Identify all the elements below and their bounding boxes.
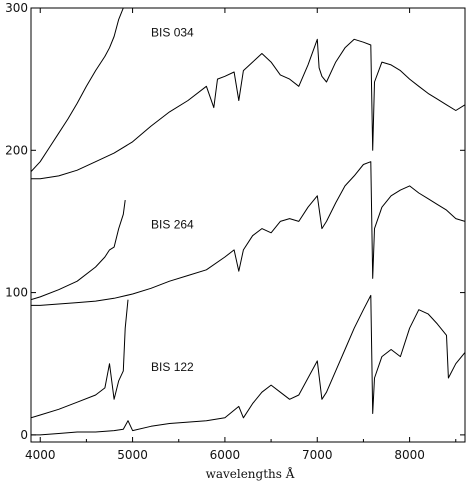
axis-ticks (31, 7, 465, 442)
spectrum-line-5 (31, 299, 129, 419)
x-tick-label: 6000 (210, 448, 241, 462)
spectrum-line-1 (31, 8, 124, 172)
x-tick-label: 8000 (394, 448, 425, 462)
y-tick-labels: 0 100 200 300 (5, 1, 28, 442)
x-tick-labels: 4000 5000 6000 7000 8000 (25, 448, 425, 462)
x-tick-label: 5000 (117, 448, 148, 462)
spectrum-line-3 (31, 200, 126, 301)
x-tick-label: 7000 (302, 448, 333, 462)
spectrum-line-4 (31, 161, 465, 306)
spectra-group (31, 8, 465, 436)
y-tick-label: 200 (5, 143, 28, 157)
series-label: BIS 034 (151, 25, 194, 39)
series-labels: BIS 034 BIS 264 BIS 122 (151, 25, 194, 373)
x-axis-label: wavelengths Å (206, 466, 295, 481)
plot-frame (30, 7, 466, 443)
spectrum-line-6 (31, 294, 465, 436)
spectrum-line-2 (31, 38, 465, 180)
y-tick-label: 100 (5, 286, 28, 300)
y-tick-label: 300 (5, 1, 28, 15)
series-label: BIS 122 (151, 360, 194, 374)
y-tick-label: 0 (20, 428, 28, 442)
x-tick-label: 4000 (25, 448, 56, 462)
series-label: BIS 264 (151, 218, 194, 232)
